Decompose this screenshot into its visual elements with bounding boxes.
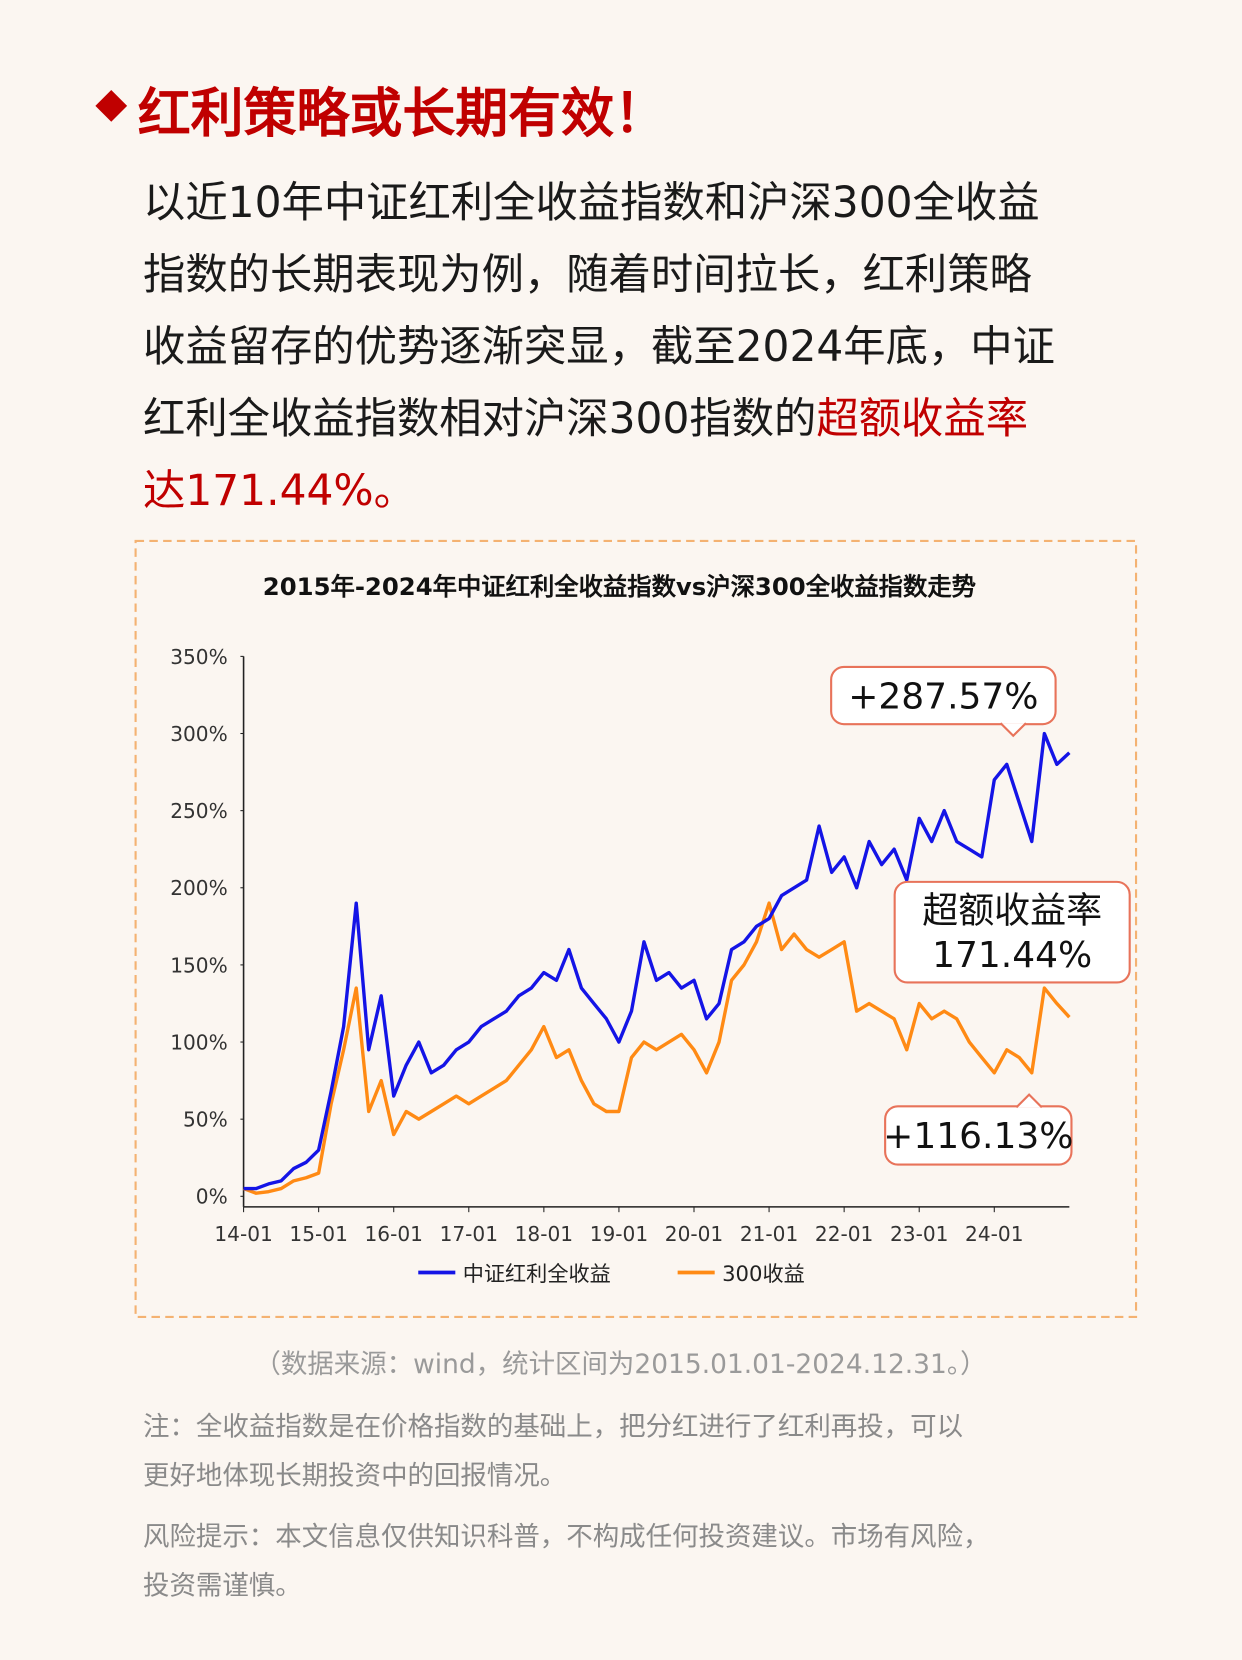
annotation-text: 超额收益率 — [922, 891, 1102, 932]
intro-line: 达171.44%。 — [143, 466, 416, 515]
annotation-text: 171.44% — [932, 935, 1092, 976]
legend-label: 300收益 — [722, 1261, 805, 1286]
annotation-box — [830, 665, 1057, 726]
x-tick-label: 15-01 — [289, 1222, 347, 1246]
intro-line: 收益留存的优势逐渐突显，截至2024年底，中证 — [143, 322, 1055, 371]
chart-frame — [134, 539, 1138, 1319]
y-tick-label: 300% — [170, 722, 228, 746]
source: （数据来源：wind，统计区间为2015.01.01-2024.12.31。） — [254, 1349, 986, 1380]
intro-segment: 以近10年中证红利全收益指数和沪深300全收益 — [143, 178, 1040, 227]
plot: 0% 50% 100% 150% 200% 250% 300% 350% 14-01 15-01 1… — [170, 645, 1131, 1286]
intro-segment: 指数的长期表现为例，随着时间拉长，红利策略 — [143, 250, 1032, 299]
intro-line: 以近10年中证红利全收益指数和沪深300全收益 — [143, 178, 1040, 227]
intro-segment: 收益留存的优势逐渐突显，截至2024年底，中证 — [143, 322, 1055, 371]
intro-segment: 达171.44%。 — [143, 466, 416, 515]
x-tick-label: 22-01 — [815, 1222, 873, 1246]
footer: （数据来源：wind，统计区间为2015.01.01-2024.12.31。） 注… — [143, 1349, 990, 1601]
risk-line: 投资需谨慎。 — [143, 1570, 302, 1601]
x-tick-label: 20-01 — [665, 1222, 723, 1246]
annotation-text: +116.13% — [883, 1116, 1073, 1157]
x-tick-label: 23-01 — [890, 1222, 948, 1246]
heading: 红利策略或长期有效！ — [138, 83, 667, 144]
y-tick-label: 250% — [170, 799, 228, 823]
annotation-text: +287.57% — [848, 676, 1038, 717]
y-tick-label: 200% — [170, 876, 228, 900]
y-tick-label: 350% — [170, 645, 228, 669]
annotation-pointer — [999, 722, 1027, 738]
x-tick-label: 21-01 — [740, 1222, 798, 1246]
intro: 以近10年中证红利全收益指数和沪深300全收益指数的长期表现为例，随着时间拉长，… — [143, 178, 1055, 515]
y-tick-label: 150% — [170, 953, 228, 977]
series-line — [242, 901, 1071, 1195]
y-tick-label: 100% — [170, 1030, 228, 1054]
intro-segment: 超额收益率 — [816, 394, 1028, 443]
intro-segment: 红利全收益指数相对沪深300指数的 — [143, 394, 816, 443]
x-tick-label: 14-01 — [214, 1222, 272, 1246]
x-tick-label: 17-01 — [440, 1222, 498, 1246]
annotation-box — [893, 880, 1131, 984]
intro-line: 红利全收益指数相对沪深300指数的超额收益率 — [143, 394, 1028, 443]
intro-line: 指数的长期表现为例，随着时间拉长，红利策略 — [143, 250, 1032, 299]
x-tick-label: 18-01 — [515, 1222, 573, 1246]
series-line — [243, 731, 1071, 1191]
legend-label: 中证红利全收益 — [463, 1261, 611, 1286]
x-tick-label: 24-01 — [965, 1222, 1023, 1246]
risk-line: 风险提示：本文信息仅供知识科普，不构成任何投资建议。市场有风险， — [143, 1522, 990, 1553]
y-tick-label: 50% — [183, 1108, 228, 1132]
note-line: 注：全收益指数是在价格指数的基础上，把分红进行了红利再投，可以 — [143, 1412, 963, 1443]
annotation-box — [884, 1105, 1073, 1166]
chart-title: 2015年-2024年中证红利全收益指数vs沪深300全收益指数走势 — [263, 572, 976, 601]
x-tick-label: 16-01 — [365, 1222, 423, 1246]
y-tick-label: 0% — [196, 1185, 228, 1209]
x-tick-label: 19-01 — [590, 1222, 648, 1246]
note-line: 更好地体现长期投资中的回报情况。 — [143, 1460, 566, 1491]
annotation-pointer — [1015, 1093, 1043, 1109]
